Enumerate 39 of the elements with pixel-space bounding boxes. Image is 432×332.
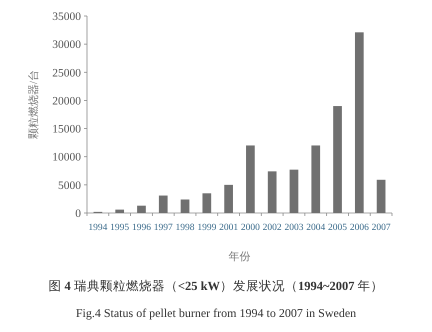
x-axis-title: 年份 — [228, 251, 250, 263]
x-tick-label: 2005 — [328, 223, 348, 233]
caption: Fig.4 Status of pellet burner from 1994 to 2007 in Sweden — [76, 306, 356, 320]
bar — [180, 199, 190, 213]
x-tick-label: 1994 — [88, 223, 108, 233]
x-tick-label: 2001 — [219, 223, 238, 233]
y-tick-label: 30000 — [52, 39, 82, 52]
y-tick-label: 25000 — [52, 67, 82, 80]
x-tick-label: 2007 — [372, 223, 391, 233]
text: 图 4 瑞典颗粒燃烧器（<25 kW）发展状况（1994~2007 年） — [48, 279, 384, 293]
bar — [311, 145, 320, 213]
bar — [137, 206, 146, 213]
bar — [333, 106, 342, 213]
x-tick-label: 2003 — [284, 223, 304, 233]
bar — [202, 193, 212, 213]
x-tick-label: 2002 — [262, 223, 282, 233]
x-tick-label: 2006 — [350, 223, 370, 233]
bar — [376, 180, 386, 213]
x-tick-label: 1995 — [110, 223, 130, 233]
x-tick-label: 1996 — [132, 223, 152, 233]
x-tick-label: 2004 — [306, 223, 326, 233]
y-tick-label: 5000 — [58, 180, 82, 192]
bar — [246, 145, 255, 213]
y-tick-label: 15000 — [52, 124, 82, 136]
y-tick-label: 20000 — [52, 95, 82, 108]
bar — [354, 32, 364, 213]
bar — [224, 184, 233, 213]
x-tick-label: 1997 — [154, 223, 173, 233]
y-axis-title: 颗粒燃烧器/台 — [27, 70, 40, 140]
x-tick-label: 1998 — [176, 223, 195, 233]
bar — [290, 170, 298, 213]
y-tick-label: 0 — [75, 208, 82, 220]
y-tick-label: 35000 — [52, 11, 82, 23]
bar — [268, 171, 277, 213]
bar — [115, 210, 124, 213]
bar — [158, 196, 168, 213]
x-tick-label: 1999 — [197, 223, 217, 233]
x-tick-label: 2000 — [240, 223, 260, 233]
y-tick-label: 10000 — [52, 152, 82, 164]
